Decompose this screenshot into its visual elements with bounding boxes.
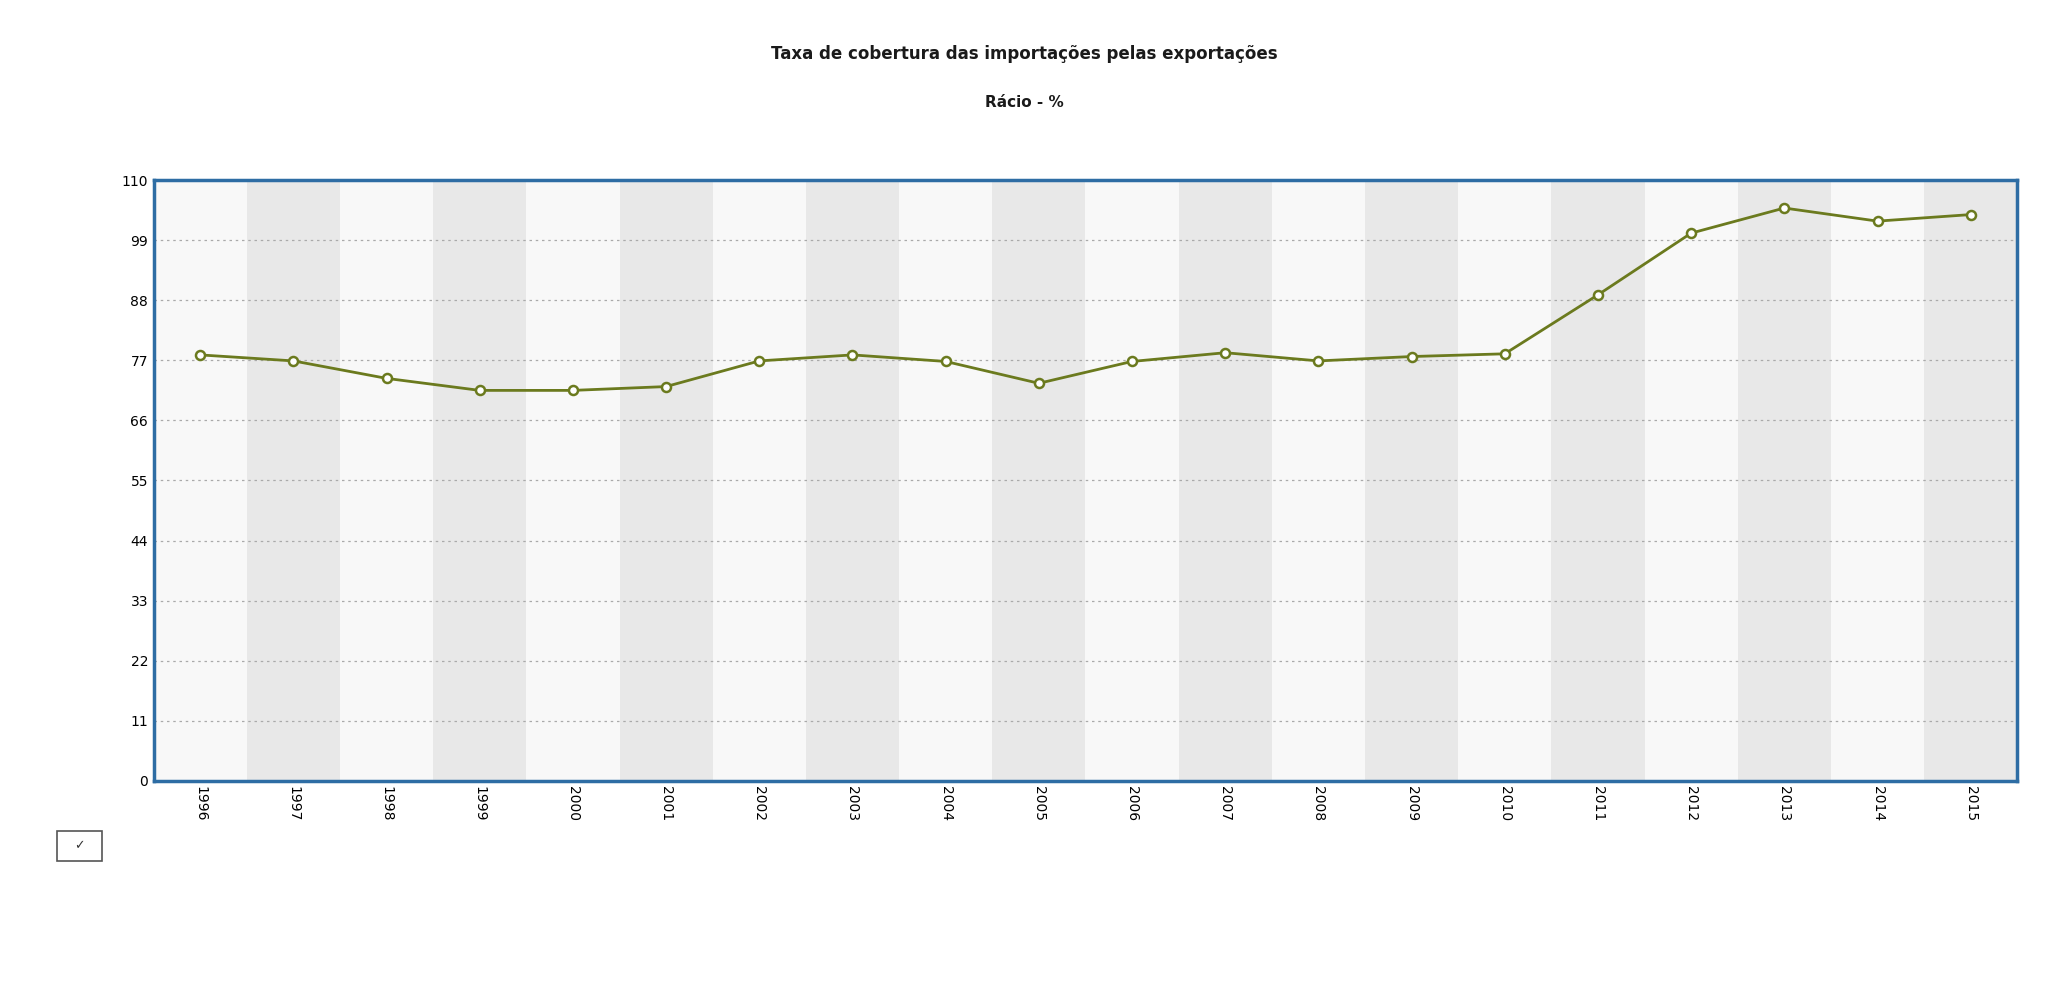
Bar: [1085, 180, 1180, 781]
Bar: [1645, 180, 1737, 781]
Bar: [1552, 180, 1645, 781]
Bar: [1925, 180, 2017, 781]
Bar: [713, 180, 805, 781]
Bar: [434, 180, 526, 781]
Bar: [899, 180, 993, 781]
Text: Rácio - %: Rácio - %: [985, 95, 1063, 110]
Bar: [248, 180, 340, 781]
Bar: [1458, 180, 1552, 781]
Bar: [1831, 180, 1925, 781]
Text: Taxa de cobertura das importações pelas exportações: Taxa de cobertura das importações pelas …: [770, 45, 1278, 63]
Bar: [1364, 180, 1458, 781]
Bar: [1739, 180, 1831, 781]
Bar: [621, 180, 713, 781]
Text: ✓: ✓: [74, 840, 86, 852]
Bar: [1180, 180, 1272, 781]
Bar: [1272, 180, 1366, 781]
Bar: [993, 180, 1085, 781]
Bar: [154, 180, 248, 781]
Bar: [526, 180, 621, 781]
Bar: [340, 180, 434, 781]
Bar: [807, 180, 899, 781]
